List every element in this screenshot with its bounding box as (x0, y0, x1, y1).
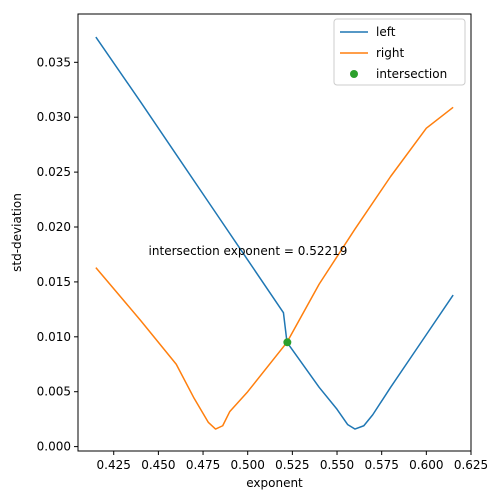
y-tick-label: 0.015 (37, 275, 71, 289)
x-tick-label: 0.625 (454, 458, 488, 472)
y-tick-label: 0.010 (37, 330, 71, 344)
y-tick-label: 0.035 (37, 55, 71, 69)
plot-area (78, 14, 471, 451)
y-tick-label: 0.000 (37, 440, 71, 454)
x-tick-label: 0.500 (231, 458, 265, 472)
series-points (283, 338, 292, 347)
series-lines (95, 36, 454, 430)
x-tick-label: 0.600 (409, 458, 443, 472)
legend-box (333, 18, 466, 86)
x-tick-label: 0.475 (186, 458, 220, 472)
y-tick-label: 0.005 (37, 385, 71, 399)
series-line-right (95, 106, 454, 430)
plot-frame (77, 13, 472, 452)
legend-label-intersection: intersection (376, 67, 447, 81)
legend: left right intersection (333, 18, 466, 86)
y-axis-title: std-deviation (10, 193, 24, 272)
legend-label-right: right (376, 46, 404, 60)
y-tick-label: 0.020 (37, 220, 71, 234)
y-axis: 0.000 0.005 0.010 0.015 0.020 0.025 0.030 0.035 (37, 55, 78, 454)
legend-label-left: left (376, 25, 396, 39)
x-tick-label: 0.550 (320, 458, 354, 472)
x-tick-label: 0.575 (365, 458, 399, 472)
x-axis-title: exponent (246, 476, 303, 490)
y-tick-label: 0.030 (37, 110, 71, 124)
series-line-left (95, 36, 454, 430)
intersection-point (283, 338, 292, 347)
x-tick-label: 0.525 (275, 458, 309, 472)
x-tick-label: 0.425 (97, 458, 131, 472)
intersection-annotation: intersection exponent = 0.52219 (149, 244, 348, 258)
legend-swatch-intersection (350, 70, 358, 78)
y-tick-label: 0.025 (37, 165, 71, 179)
x-axis: 0.425 0.450 0.475 0.500 0.525 0.550 0.575 0.600… (97, 451, 488, 472)
x-tick-label: 0.450 (141, 458, 175, 472)
